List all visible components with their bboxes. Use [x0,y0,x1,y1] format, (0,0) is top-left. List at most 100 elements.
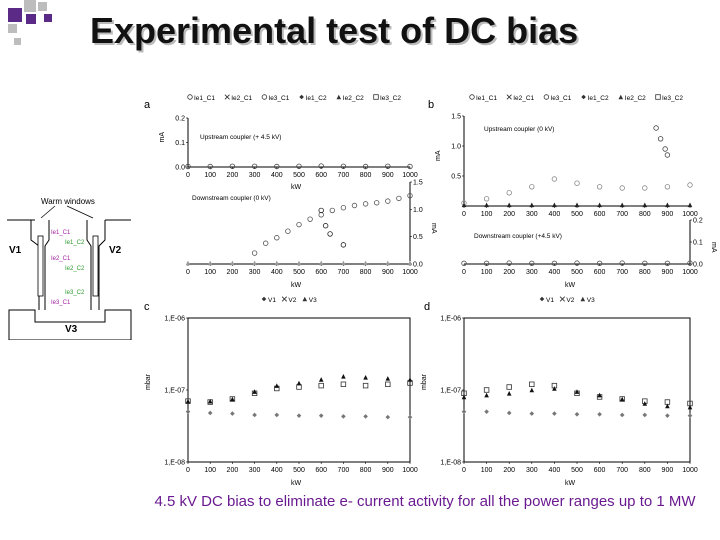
data-point [664,260,671,267]
data-point [469,94,475,100]
y-tick-label: 0.1 [175,140,185,147]
x-tick-label: 800 [639,211,651,218]
data-point [385,163,391,169]
data-point [407,260,413,266]
legend-label: V3 [587,297,595,304]
y-tick-label: 0.2 [175,116,185,123]
data-point [407,377,413,382]
data-point [296,384,302,390]
data-point [559,296,566,302]
x-tick-label: 200 [227,269,239,276]
data-point [618,94,624,100]
corner-square-purple-3 [44,14,52,22]
data-point [506,202,512,208]
x-tick-label: 800 [360,467,372,474]
data-point [461,409,467,414]
x-tick-label: 700 [616,467,628,474]
x-tick-label: 500 [571,269,583,276]
legend-label: V2 [288,297,296,304]
data-point [318,163,324,169]
annotation: Downstream coupler (+4.5 kV) [474,233,562,240]
x-tick-label: 600 [594,211,606,218]
data-point [341,414,346,419]
data-point [185,409,191,414]
x-tick-label: 500 [293,269,305,276]
x-tick-label: 0 [186,467,190,474]
data-point [322,223,329,229]
data-point [363,260,368,266]
coupler-right-outline [86,220,106,310]
legend-label: V1 [546,297,554,304]
data-point [407,414,413,420]
legend-label: Ie2_C2 [625,95,646,102]
x-tick-label: 200 [503,269,515,276]
data-point [552,386,557,391]
data-point [687,413,693,418]
x-tick-label: 100 [481,211,493,218]
data-point [207,260,213,266]
data-point [574,180,580,186]
y-tick-label: 0.0 [693,262,703,269]
v2-label: V2 [109,245,122,256]
data-point [261,94,268,100]
data-point [619,412,625,418]
data-point [655,94,661,100]
window-pointer-left [40,205,56,219]
x-tick-label: 400 [549,467,561,474]
x-axis-label: kW [291,184,302,191]
y-axis-label: mbar [145,373,152,390]
x-tick-label: 300 [526,211,538,218]
data-point [664,399,671,405]
data-point [329,207,335,214]
corner-square-purple-2 [26,14,36,24]
x-tick-label: 1000 [402,269,418,276]
y-axis-label: mbar [421,373,428,390]
data-point [687,182,693,188]
y-tick-label: 1,E-07 [440,388,461,395]
x-tick-label: 200 [503,211,515,218]
data-point [385,376,391,381]
data-point [261,296,267,302]
data-point [274,260,280,266]
data-point [307,216,313,222]
legend-label: V3 [309,297,317,304]
data-point [529,260,535,267]
y-tick-label: 1.0 [413,207,423,214]
data-point [263,240,269,246]
x-tick-label: 200 [227,467,239,474]
data-point [362,382,369,389]
data-point [274,163,280,170]
annotation: Downstream coupler (0 kV) [192,195,271,202]
data-point [230,260,235,266]
data-point [207,398,213,404]
data-point [574,260,580,266]
annotation: Upstream coupler (0 kV) [484,126,554,133]
y-axis-label: mA [435,150,442,161]
data-point [552,202,557,208]
data-point [340,381,347,387]
data-point [385,260,391,266]
x-tick-label: 700 [616,211,628,218]
data-point [274,412,280,418]
x-tick-label: 100 [481,269,493,276]
x-tick-label: 0 [462,211,466,218]
x-axis-label: kW [565,480,576,487]
data-point [340,242,347,248]
x-axis-label: kW [565,282,576,289]
data-point [230,396,235,402]
data-point [187,94,193,100]
x-tick-label: 500 [571,211,583,218]
x-tick-label: 400 [549,211,561,218]
corner-square-gray-2 [38,2,47,11]
corner-square-gray-3 [8,24,17,33]
data-point [341,373,346,379]
data-point [529,411,535,416]
data-point [327,231,333,237]
data-point [619,260,625,266]
y-tick-label: 1.0 [451,144,461,151]
data-point [551,176,558,182]
y-tick-label: 0.5 [451,174,461,181]
x-tick-label: 800 [639,467,651,474]
x-tick-label: 300 [526,467,538,474]
x-tick-label: 0 [186,269,190,276]
